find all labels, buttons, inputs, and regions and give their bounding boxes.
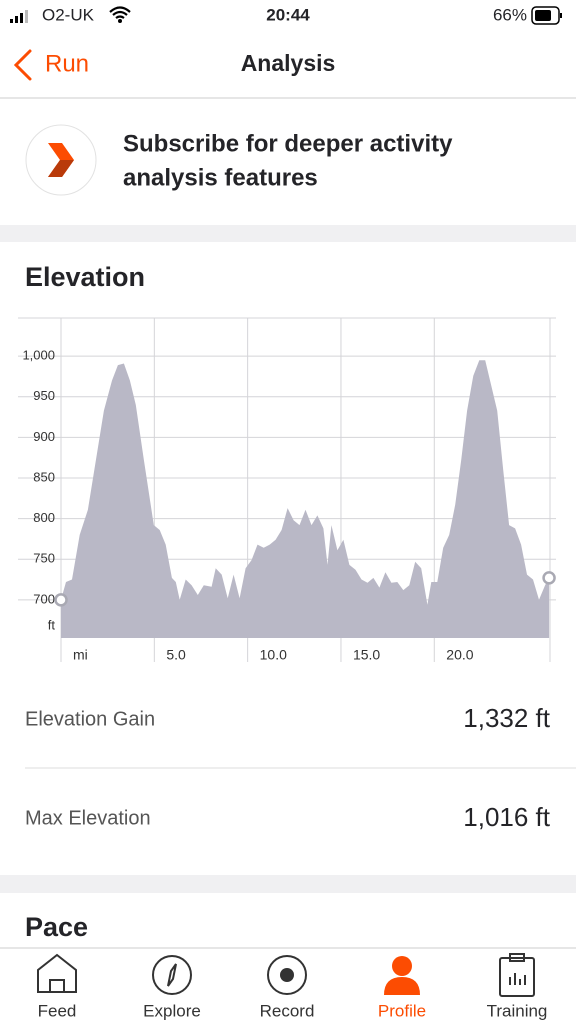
stat-value: 1,016 ft — [463, 802, 551, 832]
profile-icon — [384, 977, 420, 995]
battery-icon — [531, 6, 560, 25]
record-icon — [267, 955, 307, 995]
tab-label[interactable]: Feed — [38, 1001, 77, 1020]
tabs: Feed Explore Record Profile Training — [37, 953, 548, 1020]
endpoint-marker — [54, 593, 68, 607]
battery-icon — [560, 13, 562, 18]
endpoint-marker — [542, 571, 556, 585]
stat-label: Max Elevation — [25, 807, 151, 829]
y-unit-label: ft — [48, 617, 56, 632]
section-title: Elevation — [25, 262, 145, 292]
signal-icon — [15, 16, 18, 23]
tab-label[interactable]: Explore — [143, 1001, 201, 1020]
battery-level — [535, 10, 551, 21]
subscribe-icon — [48, 160, 74, 177]
tab-explore[interactable]: Explore — [143, 955, 201, 1020]
x-tick-label: 15.0 — [353, 647, 380, 663]
tab-bar — [0, 948, 576, 1024]
signal-icon — [20, 13, 23, 23]
tab-feed[interactable]: Feed — [37, 953, 77, 1020]
x-tick-label: 10.0 — [260, 647, 287, 663]
y-tick-label: 900 — [33, 429, 55, 444]
stat-label: Elevation Gain — [25, 708, 155, 730]
signal-icon — [10, 19, 13, 23]
clock: 20:44 — [266, 5, 310, 24]
signal-icon — [25, 10, 28, 23]
stat-value: 1,332 ft — [463, 703, 551, 733]
battery-percent: 66% — [493, 5, 527, 24]
record-icon — [280, 968, 294, 982]
tab-label[interactable]: Profile — [378, 1001, 426, 1020]
tab-record[interactable]: Record — [260, 955, 315, 1020]
explore-icon — [152, 955, 192, 995]
x-tick-label: 5.0 — [166, 647, 186, 663]
training-icon — [509, 953, 526, 985]
y-tick-label: 700 — [33, 591, 55, 606]
section-gap — [0, 875, 576, 893]
x-tick-label: 20.0 — [446, 647, 473, 663]
y-tick-label: 950 — [33, 388, 55, 403]
y-tick-label: 850 — [33, 469, 55, 484]
section-title: Pace — [25, 912, 88, 942]
nav-title: Analysis — [241, 50, 336, 76]
y-tick-label: 750 — [33, 551, 55, 566]
x-tick-label: mi — [73, 647, 88, 663]
wifi-icon — [118, 19, 122, 23]
subscribe-text: Subscribe for deeper activity — [123, 130, 453, 157]
explore-icon — [167, 963, 177, 987]
subscribe-text: analysis features — [123, 164, 318, 191]
tab-profile[interactable]: Profile — [378, 956, 426, 1020]
section-gap — [0, 225, 576, 242]
feed-icon — [37, 953, 77, 993]
tab-label[interactable]: Training — [487, 1001, 548, 1020]
tab-label[interactable]: Record — [260, 1001, 315, 1020]
status-bar: O2-UK 20:44 66% — [10, 5, 562, 25]
profile-icon — [392, 956, 412, 976]
wifi-icon — [109, 6, 131, 19]
subscribe-banner[interactable]: Subscribe for deeper activity analysis f… — [25, 124, 453, 196]
tab-training[interactable]: Training — [487, 953, 548, 1020]
training-icon — [499, 957, 535, 997]
y-tick-label: 800 — [33, 510, 55, 525]
elevation-chart: 1,000 950 900 850 800 750 700 ft mi 5.0 10.0 15.0 20… — [18, 317, 556, 663]
nav-bar: Run Analysis — [0, 49, 576, 99]
elevation-area — [61, 360, 550, 638]
carrier: O2-UK — [42, 5, 95, 24]
back-button[interactable]: Run — [45, 50, 89, 77]
back-arrow[interactable] — [13, 49, 32, 81]
y-tick-label: 1,000 — [22, 348, 55, 363]
